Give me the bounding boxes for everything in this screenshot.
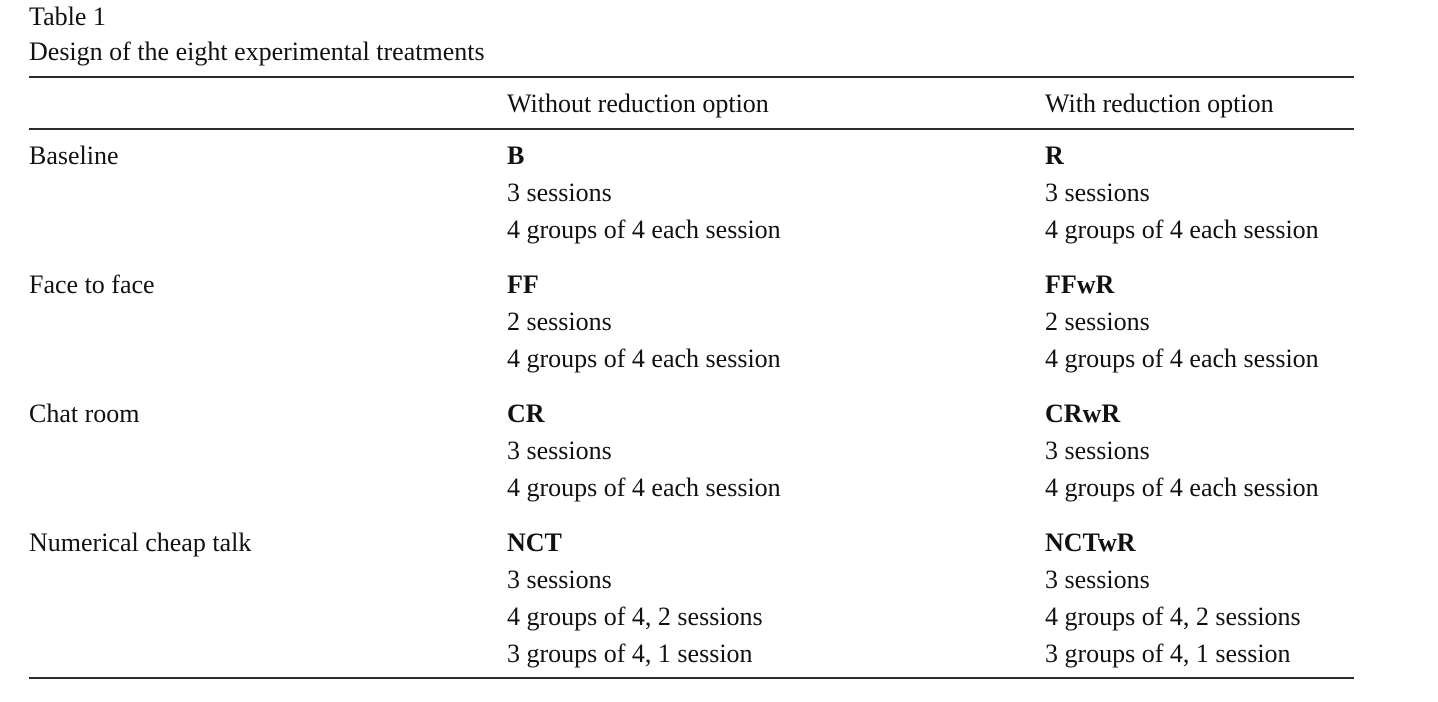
cell-line: 3 groups of 4, 1 session [507, 639, 753, 668]
row-label-chat-room: Chat room [29, 399, 140, 428]
treatment-code: NCTwR [1045, 528, 1136, 557]
column-header-with-reduction: With reduction option [1045, 89, 1274, 118]
cell-line: 2 sessions [507, 307, 612, 336]
bottom-rule [29, 677, 1354, 679]
cell-face-to-face-without: FF 2 sessions 4 groups of 4 each session [507, 266, 781, 377]
table-caption: Design of the eight experimental treatme… [29, 37, 485, 66]
cell-line: 4 groups of 4 each session [1045, 473, 1319, 502]
treatment-code: NCT [507, 528, 562, 557]
cell-baseline-with: R 3 sessions 4 groups of 4 each session [1045, 137, 1319, 248]
cell-line: 3 sessions [507, 436, 612, 465]
cell-line: 3 sessions [1045, 178, 1150, 207]
cell-face-to-face-with: FFwR 2 sessions 4 groups of 4 each sessi… [1045, 266, 1319, 377]
cell-line: 3 groups of 4, 1 session [1045, 639, 1291, 668]
column-header-without-reduction: Without reduction option [507, 89, 769, 118]
cell-line: 4 groups of 4 each session [1045, 344, 1319, 373]
cell-chat-room-with: CRwR 3 sessions 4 groups of 4 each sessi… [1045, 395, 1319, 506]
header-rule [29, 128, 1354, 130]
cell-line: 3 sessions [1045, 436, 1150, 465]
cell-line: 3 sessions [507, 178, 612, 207]
cell-line: 2 sessions [1045, 307, 1150, 336]
cell-line: 4 groups of 4, 2 sessions [507, 602, 763, 631]
row-label-face-to-face: Face to face [29, 270, 155, 299]
treatment-code: B [507, 141, 525, 170]
cell-line: 4 groups of 4 each session [507, 215, 781, 244]
cell-line: 4 groups of 4, 2 sessions [1045, 602, 1301, 631]
cell-line: 4 groups of 4 each session [507, 473, 781, 502]
top-rule [29, 76, 1354, 78]
treatment-code: CR [507, 399, 545, 428]
table-label: Table 1 [29, 2, 106, 31]
cell-line: 3 sessions [507, 565, 612, 594]
cell-numerical-cheap-talk-with: NCTwR 3 sessions 4 groups of 4, 2 sessio… [1045, 524, 1301, 672]
treatment-code: CRwR [1045, 399, 1121, 428]
cell-baseline-without: B 3 sessions 4 groups of 4 each session [507, 137, 781, 248]
cell-numerical-cheap-talk-without: NCT 3 sessions 4 groups of 4, 2 sessions… [507, 524, 763, 672]
row-label-baseline: Baseline [29, 141, 119, 170]
treatment-code: FF [507, 270, 539, 299]
cell-line: 3 sessions [1045, 565, 1150, 594]
treatment-code: R [1045, 141, 1064, 170]
row-label-numerical-cheap-talk: Numerical cheap talk [29, 528, 252, 557]
treatment-code: FFwR [1045, 270, 1115, 299]
cell-line: 4 groups of 4 each session [507, 344, 781, 373]
cell-chat-room-without: CR 3 sessions 4 groups of 4 each session [507, 395, 781, 506]
cell-line: 4 groups of 4 each session [1045, 215, 1319, 244]
